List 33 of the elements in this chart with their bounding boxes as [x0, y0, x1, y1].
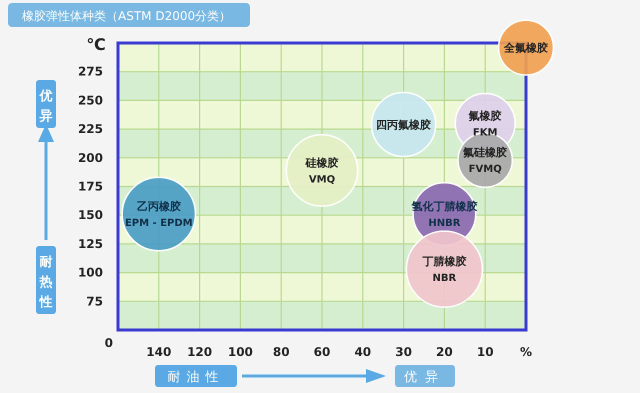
x-tick-label: 10 — [476, 345, 494, 359]
series-label: 硅橡胶 VMQ — [304, 156, 338, 186]
x-tick-label: 20 — [436, 345, 453, 359]
x-tick-label: 140 — [146, 345, 172, 359]
x-tick-label: % — [520, 345, 532, 359]
series-label: 氟硅橡胶 FVMQ — [462, 146, 508, 176]
text: 优异 — [38, 89, 52, 124]
x-tick-label: 30 — [395, 345, 412, 359]
y-tick-label: 100 — [78, 266, 103, 280]
series-label: 丁腈橡胶 NBR — [421, 255, 466, 284]
text: 0 — [104, 336, 113, 350]
text: ℃ — [86, 35, 106, 54]
x-tick-label: 100 — [228, 345, 253, 359]
series-label: 四丙氟橡胶 — [376, 118, 432, 132]
x-tick-label: 40 — [354, 345, 372, 359]
y-tick-label: 150 — [78, 208, 103, 222]
series-label: 全氟橡胶 — [503, 42, 548, 55]
y-tick-label: 200 — [78, 150, 103, 165]
chart-title: 橡胶弹性体种类（ASTM D2000分类） — [22, 9, 232, 23]
x-axis-title: 耐油性 — [168, 370, 224, 385]
x-tick-label: 120 — [187, 345, 212, 359]
x-tick-label: 80 — [272, 345, 290, 359]
text: 优异 — [404, 370, 446, 385]
series-label: 乙丙橡胶 EPM - EPDM — [124, 200, 193, 230]
series-label: 氟橡胶 FKM — [468, 109, 502, 138]
y-tick-label: 75 — [86, 294, 103, 308]
y-tick-label: 275 — [78, 64, 103, 79]
y-tick-label: 175 — [78, 180, 103, 194]
y-tick-label: 250 — [78, 93, 103, 108]
y-tick-label: 125 — [78, 236, 103, 251]
y-tick-label: 225 — [78, 122, 103, 136]
x-tick-label: 60 — [314, 345, 330, 359]
y-axis-title: 耐热性 — [38, 255, 52, 310]
